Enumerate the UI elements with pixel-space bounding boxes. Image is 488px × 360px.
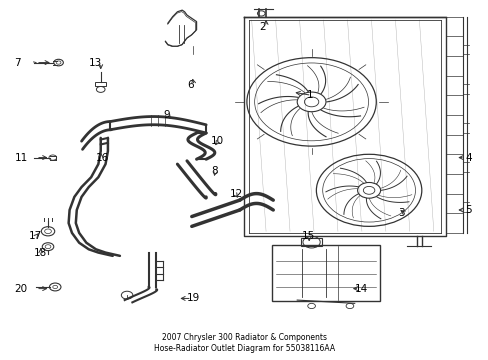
Text: 10: 10	[210, 136, 224, 146]
Text: 2: 2	[258, 22, 265, 32]
Text: 18: 18	[34, 248, 47, 257]
Text: 7: 7	[15, 58, 21, 68]
Text: 16: 16	[96, 153, 109, 163]
Text: 5: 5	[464, 205, 470, 215]
Text: 19: 19	[186, 293, 200, 303]
Text: 4: 4	[464, 153, 470, 163]
Text: 1: 1	[306, 90, 313, 100]
Circle shape	[297, 92, 325, 112]
Text: 13: 13	[89, 58, 102, 68]
Text: 6: 6	[186, 81, 193, 90]
Text: 11: 11	[15, 153, 28, 163]
Text: 8: 8	[210, 166, 217, 176]
Text: 15: 15	[302, 231, 315, 241]
Text: 17: 17	[29, 231, 42, 241]
Text: 2007 Chrysler 300 Radiator & Components
Hose-Radiator Outlet Diagram for 5503811: 2007 Chrysler 300 Radiator & Components …	[154, 333, 334, 353]
Bar	[301, 238, 322, 246]
Text: 9: 9	[163, 110, 169, 120]
Text: 12: 12	[230, 189, 243, 199]
Bar	[95, 82, 106, 86]
Text: 20: 20	[15, 284, 27, 294]
Text: 14: 14	[354, 284, 367, 294]
Text: 3: 3	[397, 208, 404, 218]
Circle shape	[357, 183, 380, 198]
